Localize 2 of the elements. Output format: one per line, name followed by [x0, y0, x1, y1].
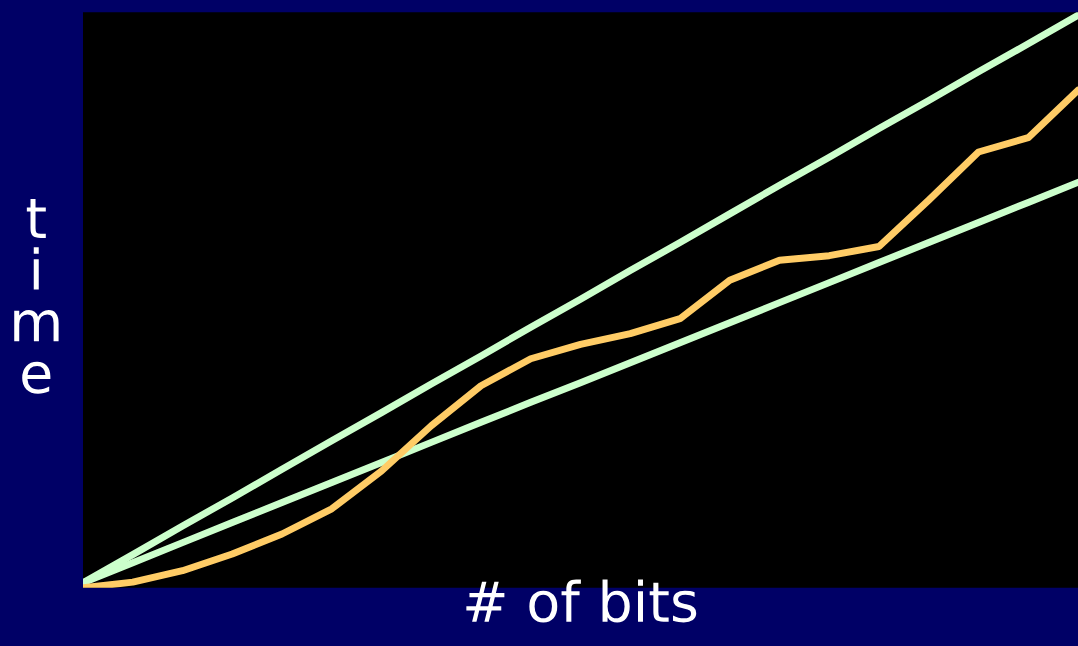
x-axis-title: # of bits — [466, 579, 697, 623]
y-axis-title: time — [14, 198, 59, 394]
